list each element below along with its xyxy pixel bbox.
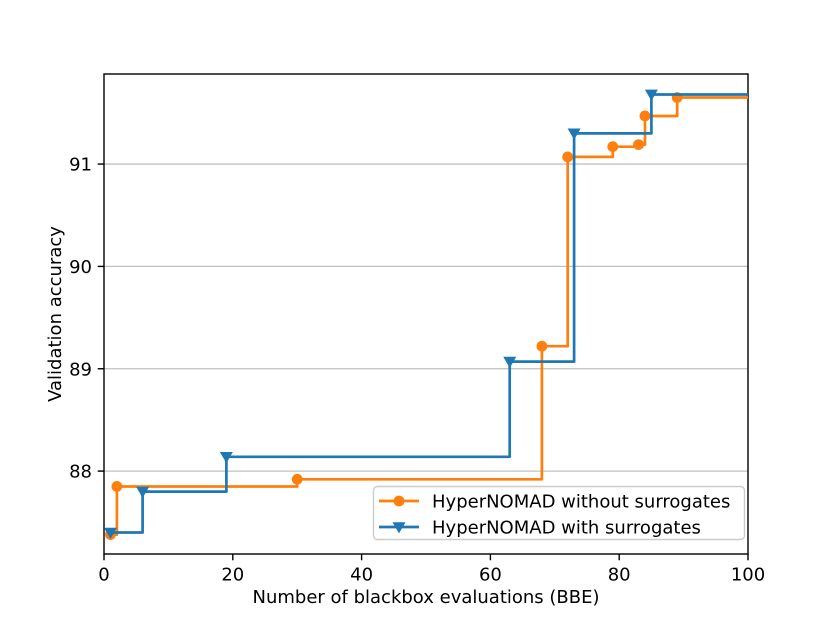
data-series <box>103 89 748 540</box>
x-tick-label-60: 60 <box>479 565 502 586</box>
y-tick-label-90: 90 <box>69 257 92 278</box>
marker-hypernomad-without-surrogates <box>536 340 548 352</box>
series-hypernomad-without-surrogates <box>105 92 748 540</box>
gridlines <box>104 163 748 472</box>
legend-frame <box>372 485 746 541</box>
y-tick-label-91: 91 <box>69 155 92 176</box>
x-axis-label: Number of blackbox evaluations (BBE) <box>252 587 599 608</box>
marker-hypernomad-with-surrogates <box>219 451 233 464</box>
x-tick-label-0: 0 <box>98 565 109 586</box>
x-tick-label-20: 20 <box>221 565 244 586</box>
legend-label-without-surrogates: HyperNOMAD without surrogates <box>432 492 730 513</box>
legend-label-with-surrogates: HyperNOMAD with surrogates <box>432 518 701 539</box>
axis-ticks: 0 20 40 60 80 100 88 89 90 91 <box>69 155 765 586</box>
marker-hypernomad-without-surrogates <box>291 473 303 485</box>
x-tick-label-80: 80 <box>608 565 631 586</box>
marker-hypernomad-without-surrogates <box>639 110 651 122</box>
y-axis-label: Validation accuracy <box>45 226 66 402</box>
legend-samples <box>379 495 419 534</box>
marker-hypernomad-without-surrogates <box>633 139 644 151</box>
y-tick-label-89: 89 <box>69 359 92 380</box>
legend-sample-marker-0 <box>393 495 405 507</box>
marker-hypernomad-with-surrogates <box>136 486 150 498</box>
line-hypernomad-with-surrogates <box>110 93 748 534</box>
x-tick-label-100: 100 <box>731 565 765 586</box>
marker-hypernomad-with-surrogates <box>644 89 658 101</box>
x-tick-label-40: 40 <box>350 565 373 586</box>
marker-hypernomad-with-surrogates <box>567 128 581 140</box>
plot-border <box>103 73 749 555</box>
marker-hypernomad-without-surrogates <box>607 141 619 153</box>
series-hypernomad-with-surrogates <box>103 89 748 539</box>
legend: HyperNOMAD without surrogates HyperNOMAD… <box>372 485 746 541</box>
legend-sample-marker-1 <box>392 522 406 534</box>
y-tick-label-88: 88 <box>69 462 92 483</box>
marker-hypernomad-with-surrogates <box>503 356 517 368</box>
line-hypernomad-without-surrogates <box>110 96 748 536</box>
marker-hypernomad-with-surrogates <box>103 527 117 539</box>
marker-hypernomad-without-surrogates <box>111 481 123 492</box>
marker-hypernomad-without-surrogates <box>562 151 574 163</box>
